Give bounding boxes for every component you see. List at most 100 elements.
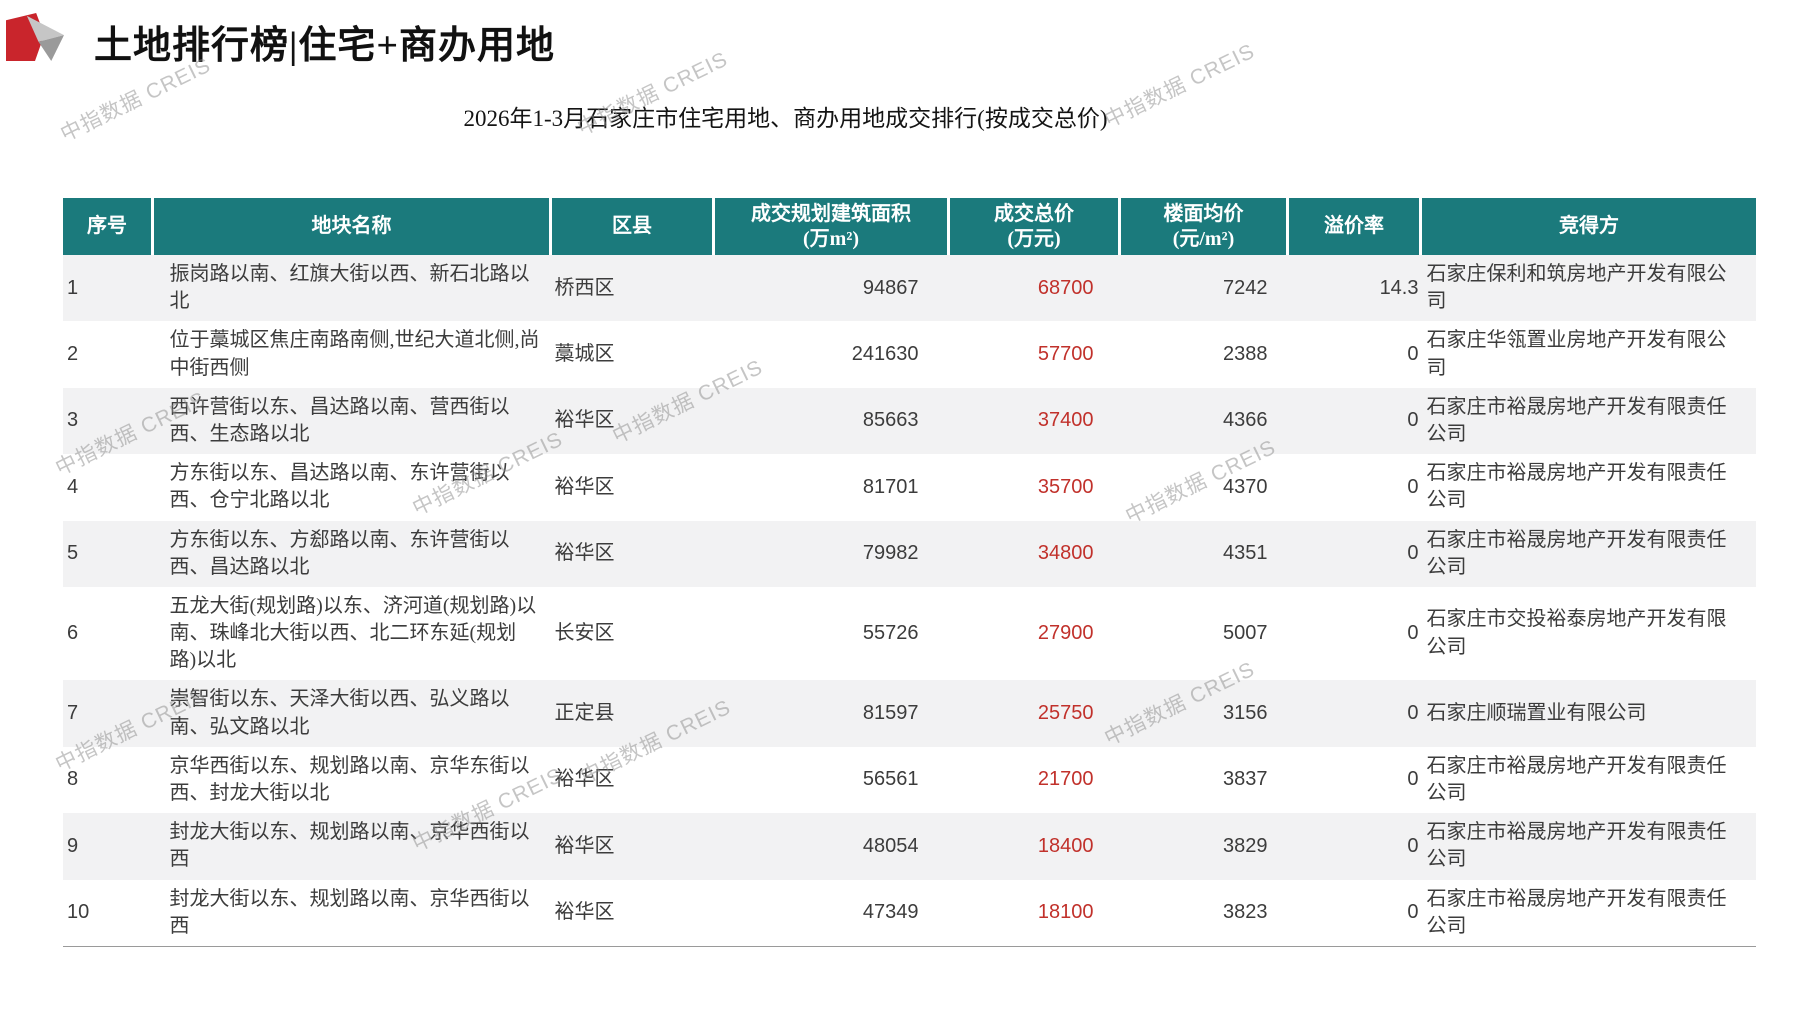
cell-price: 35700 <box>1037 475 1094 498</box>
cell-premium: 0 <box>1287 879 1421 947</box>
cell-floor_price: 4370 <box>1223 475 1268 498</box>
cell-winner: 石家庄市交投裕泰房地产开发有限公司 <box>1426 608 1727 658</box>
cell-floor_price: 3156 <box>1223 702 1268 725</box>
table-row: 4 方东街以东、昌达路以南、东许营街以西、仓宁北路以北 裕华区 81701 35700 4… <box>63 454 1756 521</box>
cell-rank: 5 <box>67 542 79 565</box>
cell-area: 81701 <box>862 475 919 498</box>
cell-premium: 0 <box>1407 768 1419 791</box>
cell-rank: 1 <box>67 276 79 299</box>
cell-premium: 14.3 <box>1379 276 1419 299</box>
cell-floor_price: 3829 <box>1223 834 1268 857</box>
cell-rank: 6 <box>67 622 79 645</box>
cell-district: 长安区 <box>554 622 615 645</box>
table-row: 7 崇智街以东、天泽大街以西、弘义路以南、弘文路以北 正定县 81597 25750 31… <box>63 680 1756 747</box>
page-title: 土地排行榜|住宅+商办用地 <box>94 25 556 67</box>
table-row: 8 京华西街以东、规划路以南、京华东街以西、封龙大街以北 裕华区 56561 21700… <box>63 746 1756 814</box>
cell-name: 五龙大街(规划路)以东、济河道(规划路)以南、珠峰北大街以西、北二环东延(规划路… <box>169 594 537 672</box>
table-row: 10 封龙大街以东、规划路以南、京华西街以西 裕华区 47349 18100 3823 0 石… <box>63 879 1756 947</box>
cell-name: 封龙大街以东、规划路以南、京华西街以西 <box>152 879 551 947</box>
cell-winner: 石家庄顺瑞置业有限公司 <box>1426 702 1647 725</box>
cell-name: 方东街以东、昌达路以南、东许营街以西、仓宁北路以北 <box>169 462 510 512</box>
cell-premium: 0 <box>1407 834 1419 857</box>
cell-winner: 石家庄市裕晟房地产开发有限责任公司 <box>1420 879 1756 947</box>
column-header-floor_price: 楼面均价 (元/m²) <box>1118 198 1288 255</box>
cell-price: 37400 <box>1037 409 1094 432</box>
cell-price: 57700 <box>1037 342 1094 365</box>
cell-area: 79982 <box>862 542 919 565</box>
cell-premium: 0 <box>1407 409 1419 432</box>
cell-rank: 4 <box>67 475 79 498</box>
cell-rank: 2 <box>67 342 79 365</box>
cell-premium: 0 <box>1407 622 1419 645</box>
cell-name: 京华西街以东、规划路以南、京华东街以西、封龙大街以北 <box>169 754 530 804</box>
table-row: 9 封龙大街以东、规划路以南、京华西街以西 裕华区 48054 18400 3829 0 石家… <box>63 813 1756 880</box>
land-ranking-table: 序号 地块名称 区县 成交规划建筑面积 (万m²) 成交总价 (万元) 楼面均价 (元/m²) 溢… <box>63 198 1756 947</box>
cell-district: 藁城区 <box>554 342 615 365</box>
cell-district: 正定县 <box>554 702 615 725</box>
column-header-name: 地块名称 <box>151 198 551 255</box>
creis-logo <box>6 13 64 61</box>
cell-winner: 石家庄市裕晟房地产开发有限责任公司 <box>1426 395 1727 445</box>
cell-winner: 石家庄华瓴置业房地产开发有限公司 <box>1426 329 1727 379</box>
table-row: 5 方东街以东、方郄路以南、东许营街以西、昌达路以北 裕华区 79982 34800 43… <box>63 520 1756 587</box>
cell-name: 位于藁城区焦庄南路南侧,世纪大道北侧,尚中街西侧 <box>169 329 540 379</box>
cell-price: 25750 <box>1037 702 1094 725</box>
cell-winner: 石家庄保利和筑房地产开发有限公司 <box>1426 263 1727 313</box>
cell-name: 崇智街以东、天泽大街以西、弘义路以南、弘文路以北 <box>169 688 510 738</box>
cell-name: 西许营街以东、昌达路以南、营西街以西、生态路以北 <box>169 395 510 445</box>
table-row: 1 振岗路以南、红旗大街以西、新石北路以北 桥西区 94867 68700 7242 14.… <box>63 255 1756 322</box>
cell-premium: 0 <box>1407 542 1419 565</box>
cell-district: 裕华区 <box>554 409 615 432</box>
table-row: 3 西许营街以东、昌达路以南、营西街以西、生态路以北 裕华区 85663 37400 43… <box>63 387 1756 455</box>
cell-name: 振岗路以南、红旗大街以西、新石北路以北 <box>169 263 530 313</box>
cell-district: 裕华区 <box>554 834 615 857</box>
cell-winner: 石家庄市裕晟房地产开发有限责任公司 <box>1426 821 1727 871</box>
cell-premium: 0 <box>1407 342 1419 365</box>
table-row: 6 五龙大街(规划路)以东、济河道(规划路)以南、珠峰北大街以西、北二环东延(规划… <box>63 586 1756 681</box>
cell-winner: 石家庄市裕晟房地产开发有限责任公司 <box>1426 462 1727 512</box>
cell-premium: 0 <box>1407 475 1419 498</box>
cell-area: 85663 <box>862 409 919 432</box>
cell-name: 方东街以东、方郄路以南、东许营街以西、昌达路以北 <box>169 528 510 578</box>
cell-floor_price: 7242 <box>1223 276 1268 299</box>
cell-district: 裕华区 <box>550 879 714 947</box>
table-header: 序号 地块名称 区县 成交规划建筑面积 (万m²) 成交总价 (万元) 楼面均价 (元/m²) 溢… <box>63 198 1756 255</box>
cell-name: 封龙大街以东、规划路以南、京华西街以西 <box>169 821 530 871</box>
cell-area: 241630 <box>851 342 919 365</box>
cell-district: 桥西区 <box>554 276 615 299</box>
column-header-winner: 竞得方 <box>1419 198 1756 255</box>
cell-floor_price: 3823 <box>1119 879 1288 947</box>
column-header-premium: 溢价率 <box>1286 198 1421 255</box>
cell-floor_price: 5007 <box>1223 622 1268 645</box>
table-body: 1 振岗路以南、红旗大街以西、新石北路以北 桥西区 9 4 8 6 7 68700 7242 14.… <box>63 255 1756 947</box>
cell-district: 裕华区 <box>554 542 615 565</box>
column-header-rank: 序号 <box>63 198 153 255</box>
cell-area: 55726 <box>862 622 919 645</box>
cell-winner: 石家庄市裕晟房地产开发有限责任公司 <box>1426 754 1727 804</box>
cell-price: 68700 <box>1037 276 1094 299</box>
cell-area: 81597 <box>862 702 919 725</box>
cell-rank: 7 <box>67 702 79 725</box>
table-row: 2 位于藁城区焦庄南路南侧,世纪大道北侧,尚中街西侧 藁城区 241630 57700 2… <box>63 321 1756 388</box>
cell-floor_price: 3837 <box>1223 768 1268 791</box>
cell-district: 裕华区 <box>554 475 615 498</box>
cell-price: 27900 <box>1037 622 1094 645</box>
column-header-district: 区县 <box>549 198 714 255</box>
cell-area: 48054 <box>862 834 919 857</box>
cell-rank: 10 <box>63 879 153 947</box>
cell-area: 47349 <box>713 879 949 947</box>
cell-price: 18400 <box>1037 834 1094 857</box>
cell-winner: 石家庄市裕晟房地产开发有限责任公司 <box>1426 528 1727 578</box>
cell-area: 56561 <box>862 768 919 791</box>
cell-rank: 9 <box>67 834 79 857</box>
column-header-area: 成交规划建筑面积 (万m²) <box>712 198 949 255</box>
cell-floor_price: 4366 <box>1223 409 1268 432</box>
cell-price: 34800 <box>1037 542 1094 565</box>
cell-rank: 8 <box>67 768 79 791</box>
cell-floor_price: 4351 <box>1223 542 1268 565</box>
cell-price: 21700 <box>1037 768 1094 791</box>
cell-premium: 0 <box>1407 702 1419 725</box>
cell-floor_price: 2388 <box>1223 342 1268 365</box>
cell-rank: 3 <box>67 409 79 432</box>
table-header-row: 序号 地块名称 区县 成交规划建筑面积 (万m²) 成交总价 (万元) 楼面均价 (元/m²) 溢… <box>63 198 1756 255</box>
